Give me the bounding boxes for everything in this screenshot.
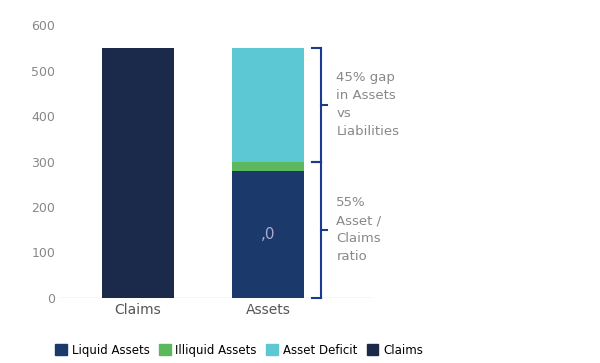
Bar xyxy=(232,162,304,171)
Text: ,0: ,0 xyxy=(261,227,275,242)
Legend: Liquid Assets, Illiquid Assets, Asset Deficit, Claims: Liquid Assets, Illiquid Assets, Asset De… xyxy=(50,339,428,362)
Text: 45% gap
in Assets
vs
Liabilities: 45% gap in Assets vs Liabilities xyxy=(336,71,399,138)
Bar xyxy=(102,48,174,298)
Bar xyxy=(232,48,304,162)
Bar xyxy=(232,171,304,298)
Text: 55%
Asset /
Claims
ratio: 55% Asset / Claims ratio xyxy=(336,196,382,263)
